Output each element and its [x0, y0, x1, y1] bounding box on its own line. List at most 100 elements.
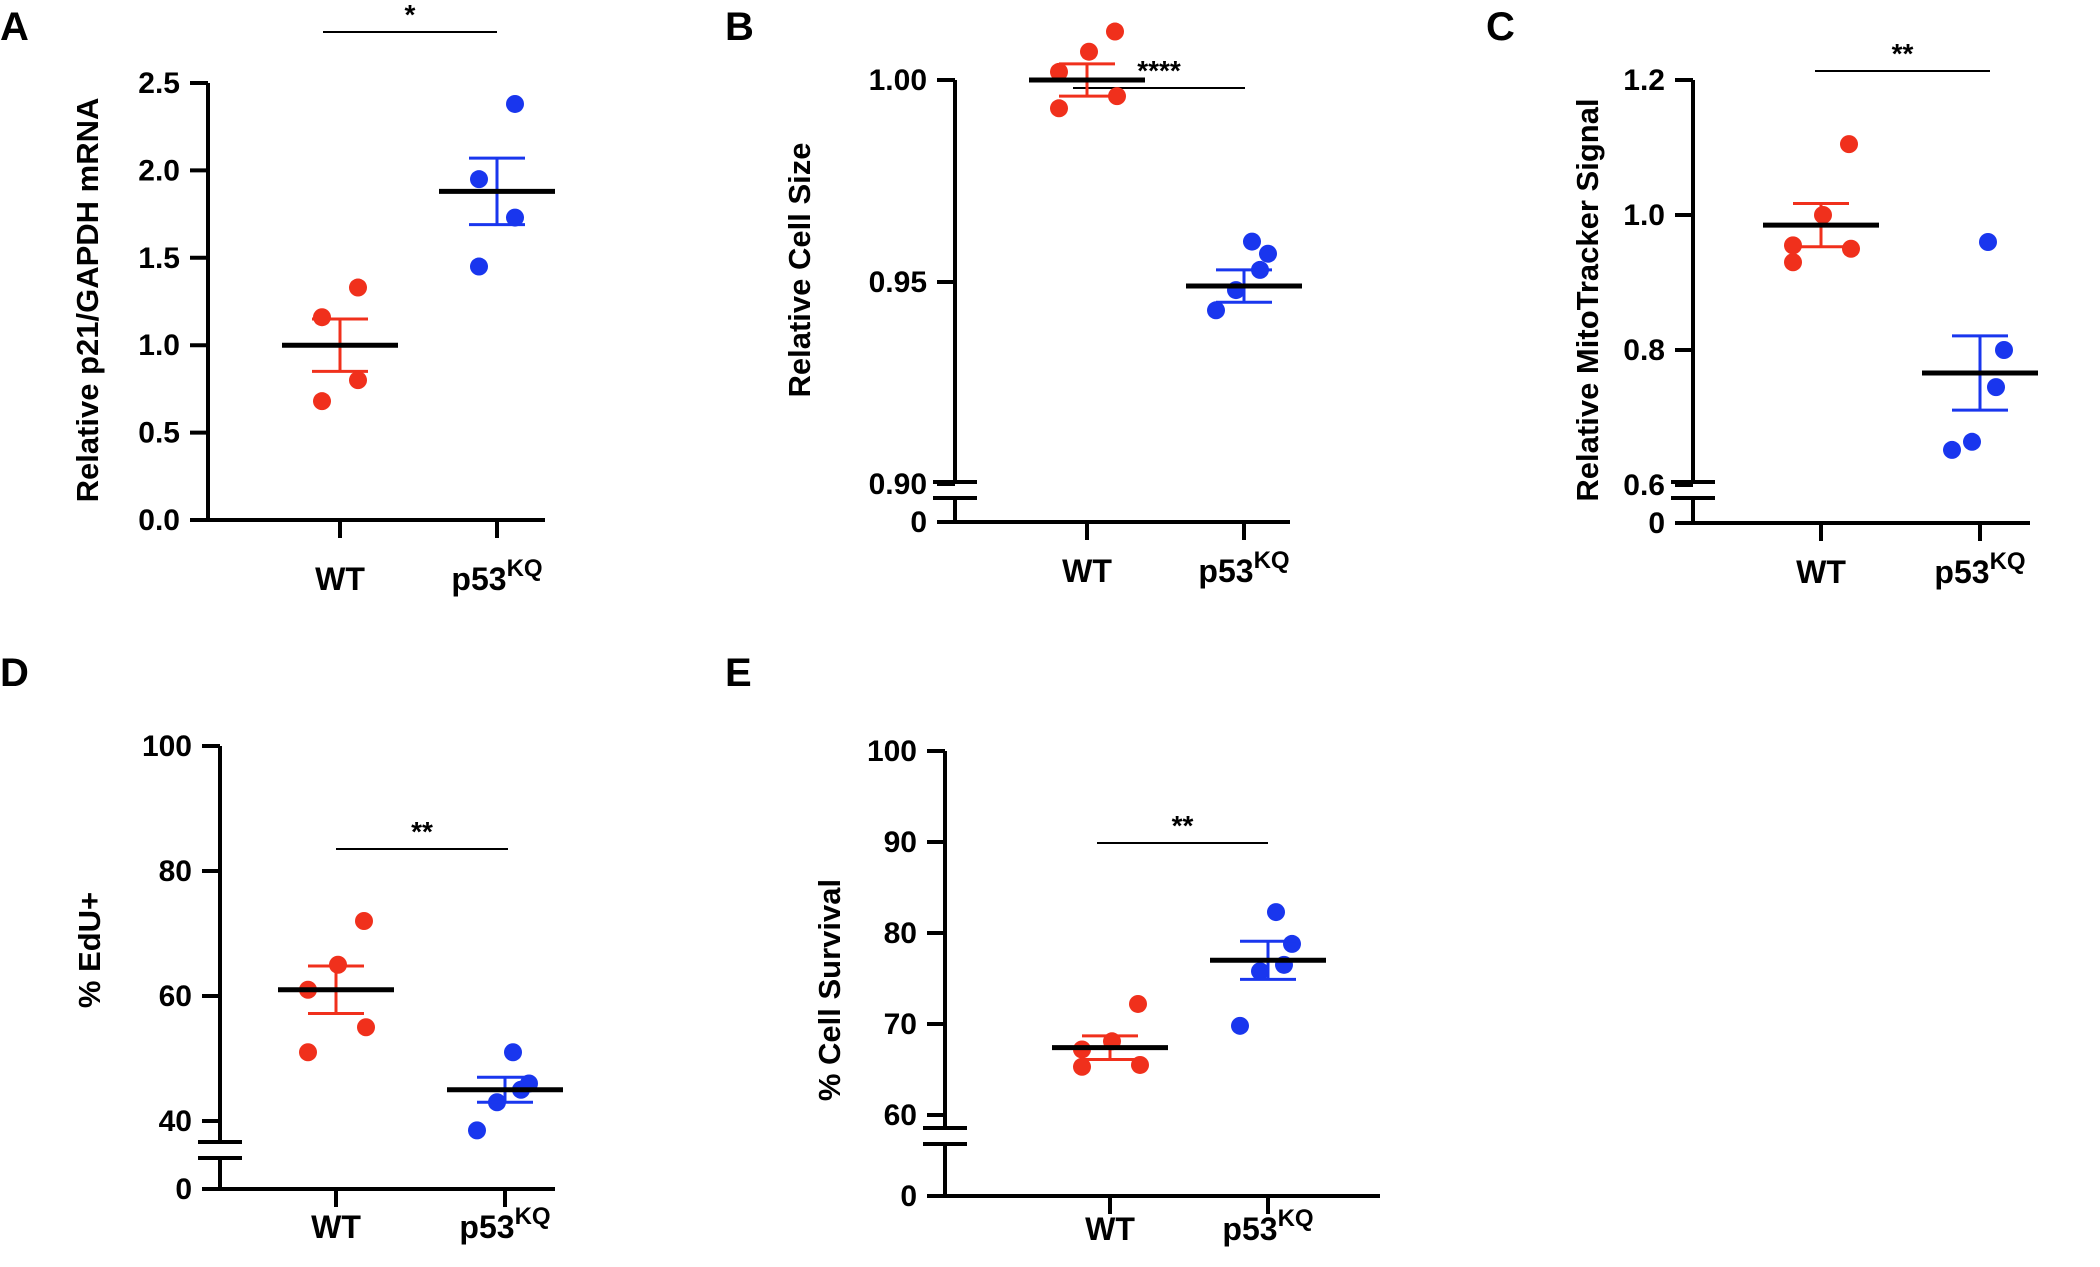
data-point	[1963, 432, 1981, 451]
data-point	[1814, 206, 1832, 224]
x-category-label: WT	[1062, 553, 1112, 589]
data-point	[1267, 903, 1285, 922]
data-point	[349, 278, 367, 297]
data-point	[1251, 962, 1269, 981]
y-axis-label: Relative MitoTracker Signal	[1570, 98, 1605, 501]
data-point	[1784, 253, 1802, 272]
x-category-label: p53KQ	[451, 555, 542, 597]
y-tick-label: 1.00	[869, 64, 927, 97]
panel-e: E 0 60 70 80 90 100 % Cell Survival WT p53KQ **	[725, 651, 1380, 1247]
y-axis-label: % EdU+	[72, 892, 107, 1008]
category-superscript: KQ	[1990, 548, 2026, 575]
y-tick-label: 1.5	[138, 242, 180, 275]
panel-c: C 0 0.6 0.8 1.0 1.2 Relative MitoTracker Signa…	[1486, 5, 2038, 590]
data-point	[506, 208, 524, 227]
y-tick-label-zero: 0	[1648, 507, 1665, 540]
x-category-label: WT	[311, 1209, 361, 1245]
data-point	[1943, 440, 1961, 459]
panel-label: E	[725, 651, 752, 695]
data-point	[1108, 87, 1126, 106]
data-point	[355, 912, 373, 930]
data-point	[470, 257, 488, 276]
data-point	[1050, 99, 1068, 118]
data-point	[1050, 62, 1068, 81]
data-point	[1243, 232, 1261, 251]
x-category-label: WT	[315, 561, 365, 597]
panel-label: B	[725, 5, 754, 49]
y-axis-label: Relative p21/GAPDH mRNA	[70, 98, 105, 503]
y-tick-label: 80	[159, 855, 192, 888]
y-axis-label: % Cell Survival	[812, 879, 847, 1101]
data-point	[313, 308, 331, 327]
y-tick-label: 80	[884, 917, 917, 950]
data-point	[470, 170, 488, 189]
category-superscript: KQ	[515, 1203, 551, 1230]
x-category-label: WT	[1085, 1211, 1135, 1247]
category-base: p53	[1934, 554, 1989, 590]
y-tick-label: 60	[159, 980, 192, 1013]
y-tick-label: 1.0	[138, 329, 180, 362]
data-point	[1129, 994, 1147, 1013]
data-point	[1080, 42, 1098, 61]
x-category-label: p53KQ	[1222, 1205, 1313, 1247]
y-tick-label: 2.5	[138, 67, 180, 100]
data-point	[1842, 239, 1860, 258]
category-base: p53	[1222, 1211, 1277, 1247]
category-superscript: KQ	[507, 555, 543, 582]
y-tick-label: 1.2	[1623, 64, 1665, 97]
category-base: WT	[1796, 554, 1846, 590]
x-category-label: p53KQ	[459, 1203, 550, 1245]
data-point	[299, 1043, 317, 1062]
y-axis-label: Relative Cell Size	[782, 142, 817, 397]
panel-d: D 0 40 60 80 100 % EdU+ WT p53KQ **	[0, 651, 563, 1245]
data-point	[357, 1018, 375, 1037]
data-point	[313, 392, 331, 411]
y-tick-label: 0.6	[1623, 469, 1665, 502]
y-tick-label: 60	[884, 1099, 917, 1132]
data-point	[1840, 135, 1858, 154]
panel-a: A 0.0 0.5 1.0 1.5 2.0 2.5 Relative p21/GAPDH mR…	[0, 0, 555, 597]
y-tick-label: 2.0	[138, 154, 180, 187]
category-base: WT	[1085, 1211, 1135, 1247]
data-point	[468, 1121, 486, 1140]
data-point	[349, 371, 367, 390]
panel-label: A	[0, 5, 29, 49]
y-tick-label: 40	[159, 1105, 192, 1138]
data-point	[1283, 934, 1301, 953]
category-superscript: KQ	[1254, 547, 1290, 574]
x-category-label: WT	[1796, 554, 1846, 590]
data-point	[504, 1043, 522, 1062]
y-tick-label: 0.90	[869, 468, 927, 501]
category-base: p53	[451, 561, 506, 597]
significance-stars: **	[1172, 810, 1194, 841]
y-tick-label: 100	[867, 735, 917, 768]
significance-stars: **	[411, 816, 433, 847]
category-superscript: KQ	[1278, 1205, 1314, 1232]
data-point	[1979, 233, 1997, 251]
y-tick-label-zero: 0	[910, 506, 927, 539]
x-category-label: p53KQ	[1934, 548, 2025, 590]
data-point	[1106, 22, 1124, 41]
data-point	[1995, 341, 2013, 359]
y-tick-label: 0.0	[138, 504, 180, 537]
panel-label: D	[0, 651, 29, 695]
y-tick-label: 0.8	[1623, 334, 1665, 367]
y-tick-label-zero: 0	[175, 1173, 192, 1206]
category-base: p53	[1198, 553, 1253, 589]
y-tick-label: 70	[884, 1008, 917, 1041]
y-tick-label: 0.95	[869, 266, 927, 299]
x-category-label: p53KQ	[1198, 547, 1289, 589]
data-point	[1231, 1016, 1249, 1035]
data-point	[1073, 1057, 1091, 1076]
data-point	[1987, 378, 2005, 397]
data-point	[506, 94, 524, 113]
category-base: WT	[311, 1209, 361, 1245]
category-base: WT	[315, 561, 365, 597]
data-point	[1259, 244, 1277, 263]
y-tick-label: 0.5	[138, 417, 180, 450]
significance-stars: *	[405, 0, 416, 30]
y-tick-label: 100	[142, 730, 192, 763]
significance-stars: **	[1892, 38, 1914, 69]
panel-label: C	[1486, 5, 1515, 49]
